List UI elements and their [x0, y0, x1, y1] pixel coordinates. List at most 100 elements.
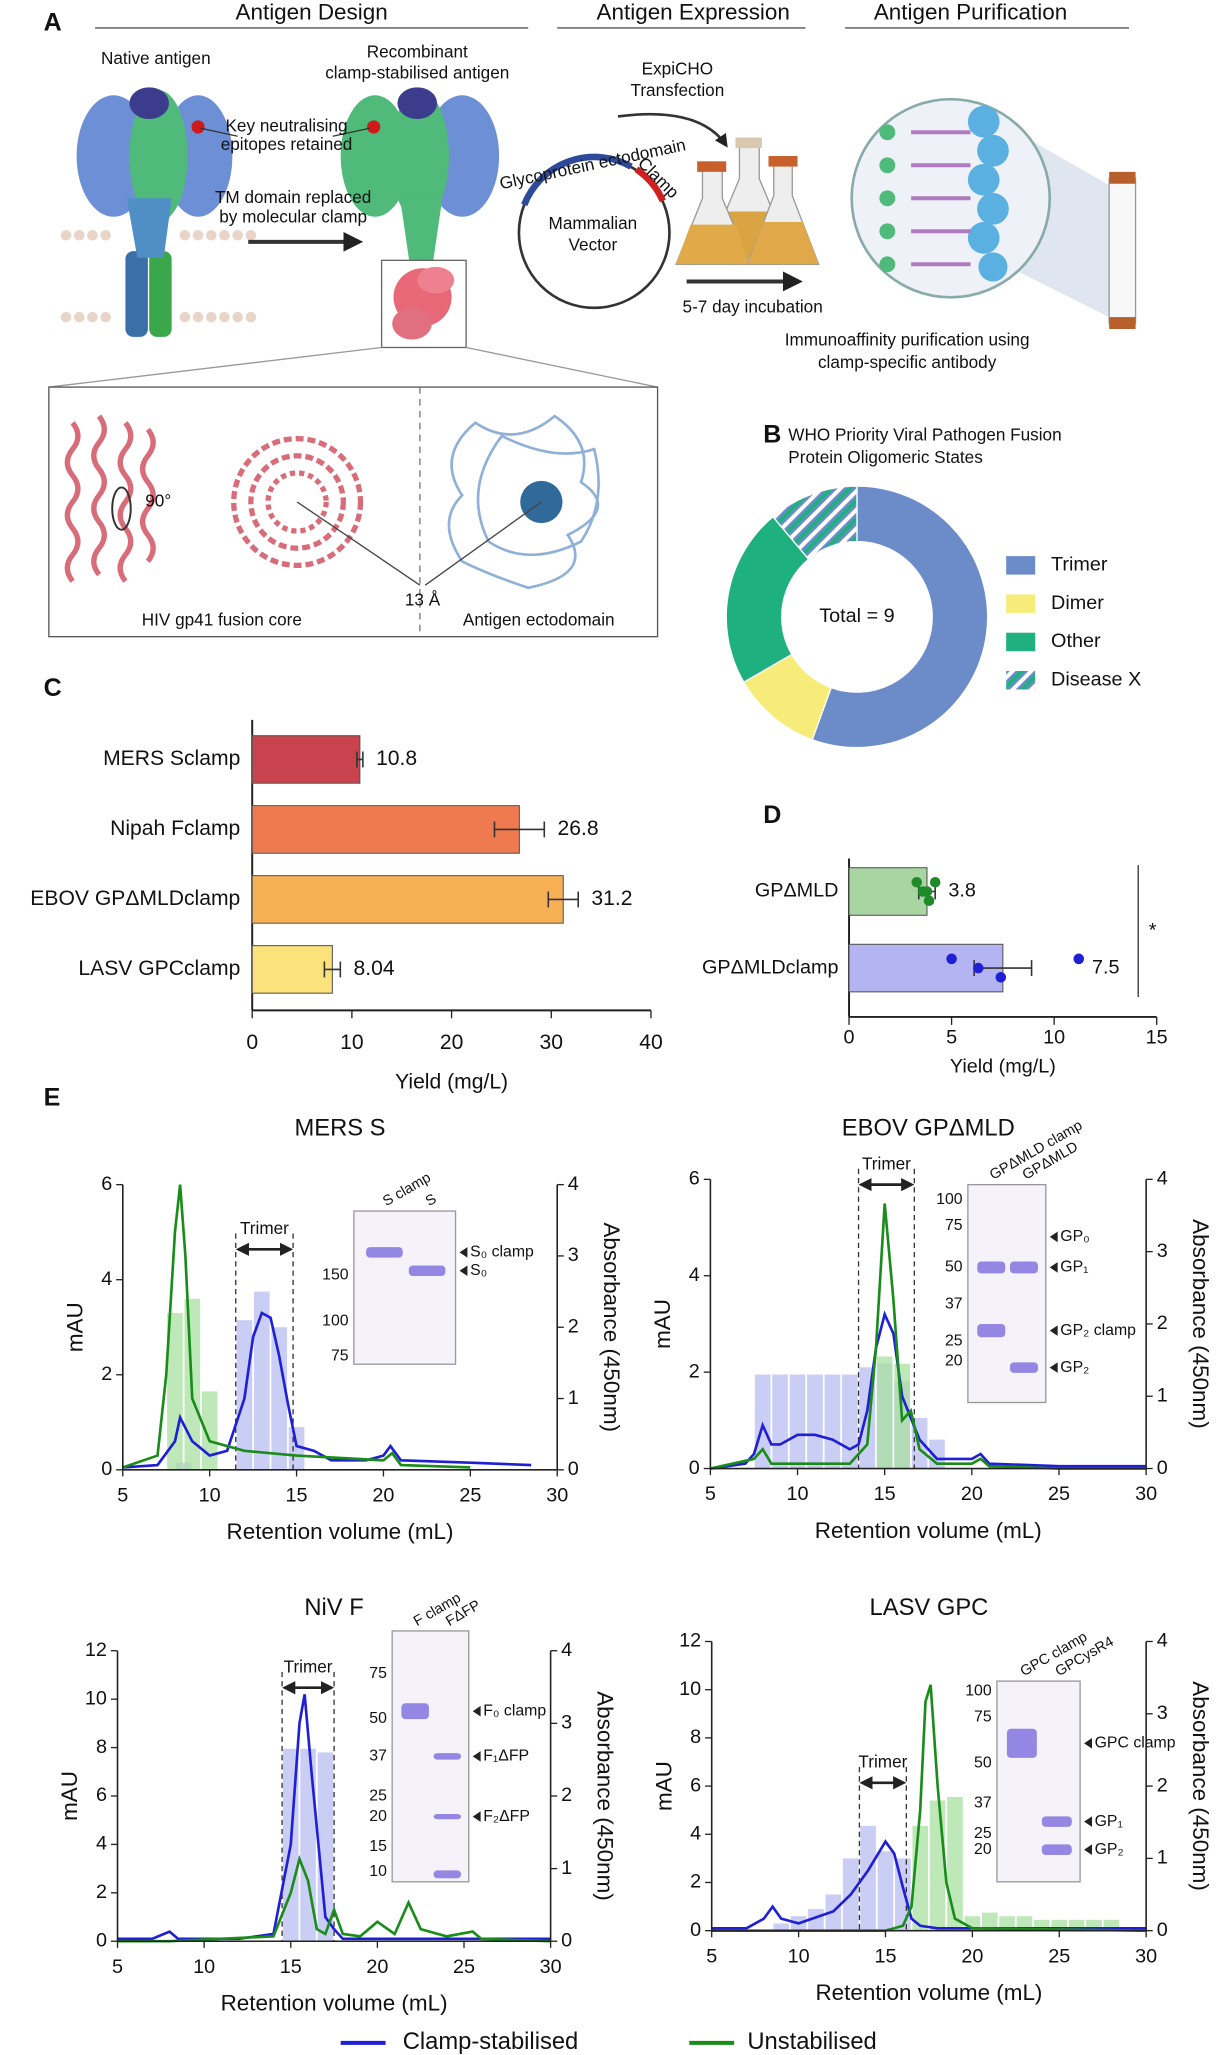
diagram-label: TM domain replaced [215, 187, 371, 207]
illustration-shape [392, 307, 432, 340]
illustration-shape [60, 311, 72, 323]
y-tick-label: 2 [689, 1360, 700, 1382]
bar [754, 1374, 771, 1469]
gel-band [433, 1753, 462, 1760]
illustration-shape [245, 229, 257, 241]
illustration-shape [977, 192, 1009, 225]
x-tick-label: 10 [788, 1945, 810, 1967]
illustration-shape [735, 137, 762, 149]
illustration-shape [200, 127, 238, 137]
gel-lane-label: S clamp [380, 1170, 433, 1210]
illustration-shape [125, 251, 148, 337]
bar [773, 1923, 790, 1931]
y-axis-label: mAU [57, 1771, 82, 1821]
illustration-shape [100, 229, 111, 241]
stage-header: Antigen Design [236, 0, 388, 24]
diagram-label: Native antigen [101, 48, 211, 68]
y-tick-label: 12 [85, 1639, 107, 1661]
illustration-shape [73, 229, 85, 241]
x-tick-label: 15 [1146, 1026, 1168, 1048]
illustration-shape [205, 311, 217, 323]
illustration-shape [179, 311, 191, 323]
illustration-shape [879, 124, 896, 141]
diagram-label: ExpiCHO [642, 59, 714, 79]
gel-ladder-label: 75 [369, 1665, 387, 1682]
gel-band-marker [459, 1247, 468, 1258]
illustration-shape [424, 501, 542, 586]
gel-ladder-label: 37 [945, 1296, 963, 1313]
y2-tick-label: 0 [568, 1458, 579, 1480]
bar [807, 1374, 823, 1469]
chromatogram-line [122, 1311, 532, 1469]
y-tick-label: 4 [96, 1833, 107, 1855]
bar [1034, 1919, 1050, 1931]
gel-band-label: GP₀ [1060, 1228, 1089, 1245]
gel-band-label: S₀ clamp [470, 1244, 534, 1261]
gel-band [977, 1324, 1006, 1338]
diagram-label: Mammalian [549, 213, 638, 233]
diagram-label: Transfection [630, 80, 724, 100]
illustration-shape [191, 120, 205, 134]
illustration-shape [73, 311, 85, 323]
legend-label: Unstabilised [747, 2028, 876, 2055]
stage-header: Antigen Expression [597, 0, 790, 24]
illustration-shape [100, 311, 111, 323]
y-tick-label: 6 [689, 1168, 700, 1190]
gel-ladder-label: 37 [369, 1748, 387, 1765]
y2-tick-label: 4 [561, 1639, 572, 1661]
illustration-shape [447, 414, 600, 590]
y2-tick-label: 1 [561, 1857, 572, 1879]
trimer-label: Trimer [862, 1153, 911, 1173]
trimer-label: Trimer [240, 1218, 289, 1238]
illustration-shape [332, 127, 370, 137]
gel [353, 1210, 457, 1365]
x-tick-label: 5 [705, 1483, 716, 1505]
gel-band-label: GP₂ [1095, 1841, 1124, 1858]
gel-band-label: GP₁ [1095, 1813, 1123, 1830]
y2-axis-label: Absorbance (450nm) [1188, 1681, 1213, 1891]
illustration-shape [978, 252, 1008, 282]
x-tick-label: 15 [874, 1483, 896, 1505]
bar [824, 1374, 841, 1469]
illustration-shape [1108, 177, 1137, 325]
gel-band [1041, 1816, 1072, 1827]
diagram-label: Immunoaffinity purification using [785, 329, 1030, 349]
x-tick-label: 20 [372, 1484, 394, 1506]
illustration-shape [465, 346, 658, 388]
x-tick-label: 5 [706, 1945, 717, 1967]
trimer-label: Trimer [284, 1656, 333, 1676]
illustration-shape [48, 346, 382, 388]
x-tick-label: 5 [117, 1484, 128, 1506]
chromatogram-line [711, 1839, 1147, 1930]
legend-label: Clamp-stabilised [403, 2028, 579, 2055]
y2-tick-label: 2 [568, 1315, 579, 1337]
x-tick-label: 15 [280, 1956, 302, 1978]
inset-caption: Antigen ectodomain [463, 609, 615, 629]
illustration-shape [397, 87, 438, 120]
y2-axis-label: Absorbance (450nm) [599, 1222, 624, 1432]
x-axis-label: Retention volume (mL) [815, 1980, 1042, 2005]
data-point [911, 876, 923, 888]
y-tick-label: 4 [689, 1264, 700, 1286]
chart-title: NiV F [304, 1594, 363, 1621]
gel-ladder-label: 100 [965, 1682, 992, 1699]
y2-tick-label: 3 [1157, 1702, 1168, 1724]
illustration-shape [879, 223, 896, 240]
gel-band-marker [1084, 1844, 1092, 1855]
x-axis-label: Yield (mg/L) [950, 1055, 1056, 1077]
gel-band-marker [1049, 1325, 1058, 1336]
gel-ladder-label: 20 [369, 1808, 387, 1825]
x-tick-label: 10 [199, 1484, 221, 1506]
gel-ladder-label: 100 [936, 1191, 963, 1208]
value-label: 7.5 [1092, 956, 1120, 978]
y-tick-label: 2 [690, 1871, 701, 1893]
illustration-shape [768, 156, 798, 167]
illustration-shape [367, 120, 381, 134]
x-tick-label: 10 [193, 1956, 215, 1978]
y-tick-label: GPΔMLD [755, 880, 839, 902]
gel-band-label: GP₂ [1060, 1359, 1089, 1376]
illustration-shape [192, 311, 204, 323]
y-tick-label: Nipah Fclamp [110, 817, 240, 840]
y-tick-label: 8 [690, 1726, 701, 1748]
